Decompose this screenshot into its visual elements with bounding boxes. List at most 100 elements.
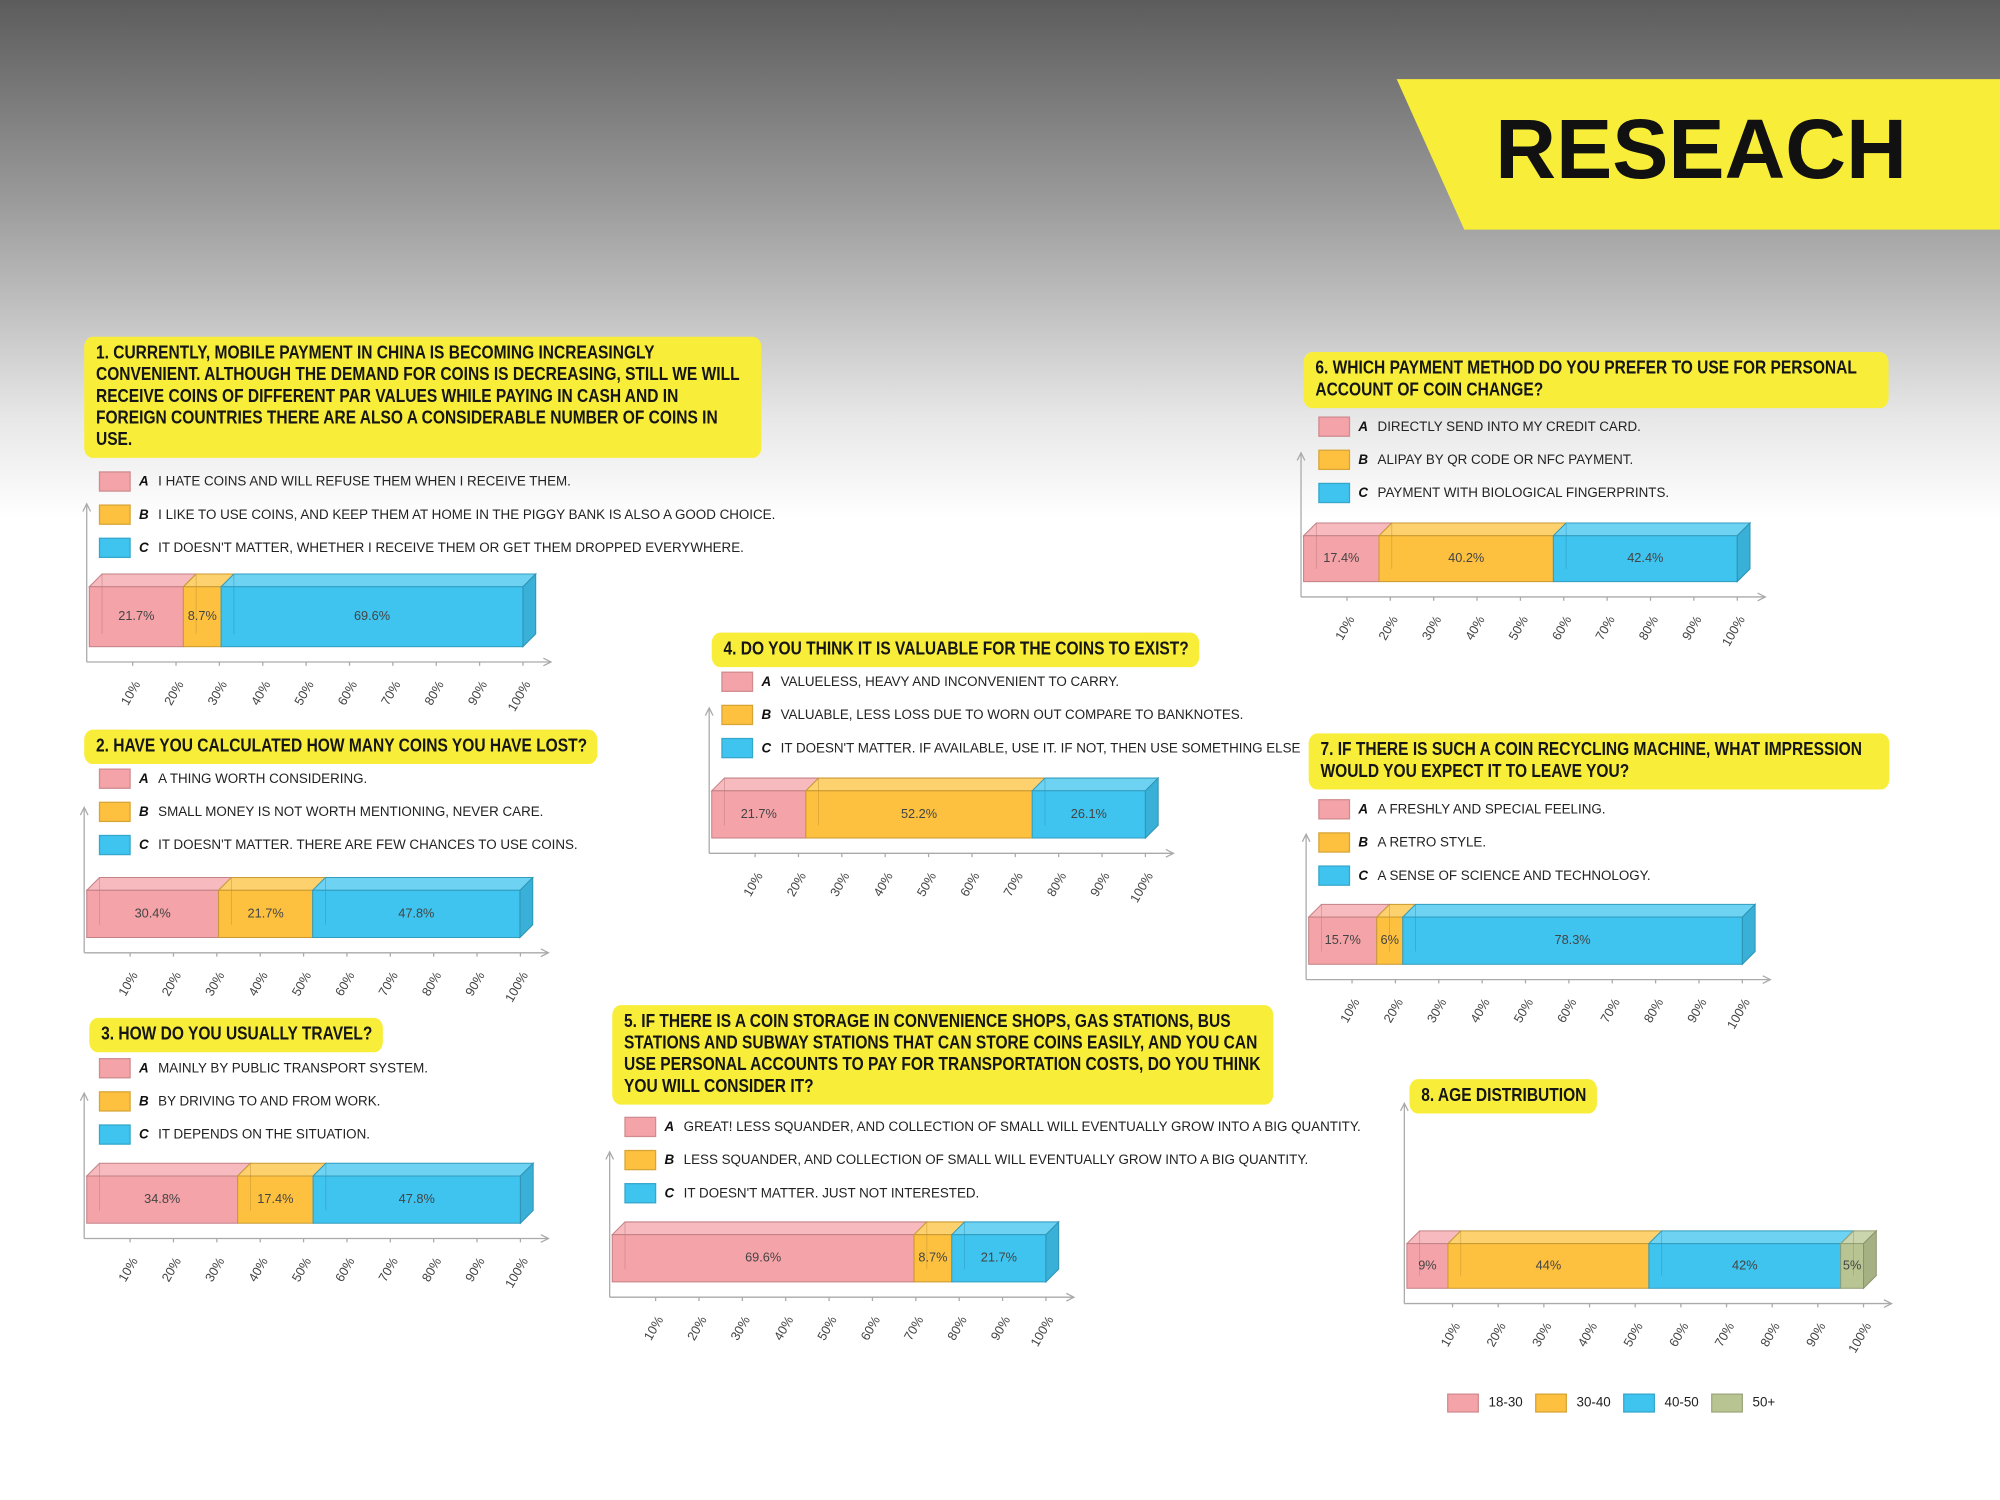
option-letter: A xyxy=(138,771,149,786)
bar-top xyxy=(1307,903,1391,918)
x-tick-label: 10% xyxy=(640,1313,666,1343)
bar-top xyxy=(1552,522,1752,537)
legend-label: 30-40 xyxy=(1577,1395,1611,1410)
value-label: 21.7% xyxy=(118,608,154,623)
x-tick-label: 70% xyxy=(375,969,401,999)
option-letter: C xyxy=(1358,868,1368,883)
bar-top xyxy=(311,877,534,891)
x-tick-label: 50% xyxy=(1510,996,1536,1026)
legend-swatch xyxy=(1623,1393,1655,1413)
bar-side xyxy=(1736,521,1751,583)
option-text: IT DOESN'T MATTER, WHETHER I RECEIVE THE… xyxy=(158,540,744,555)
option-letter: A xyxy=(138,1060,149,1075)
legend-swatch xyxy=(624,1183,657,1204)
x-tick-label: 20% xyxy=(1375,613,1401,643)
bar-top xyxy=(85,877,233,891)
value-label: 9% xyxy=(1418,1257,1436,1272)
question-title: 7. IF THERE IS SUCH A COIN RECYCLING MAC… xyxy=(1308,733,1890,790)
legend-swatch xyxy=(1318,832,1351,853)
bar-top xyxy=(1302,522,1394,537)
option-text: GREAT! LESS SQUANDER, AND COLLECTION OF … xyxy=(684,1119,1361,1134)
bar-top xyxy=(311,1162,535,1177)
value-label: 21.7% xyxy=(248,905,284,920)
x-tick-label: 70% xyxy=(901,1313,927,1343)
x-tick-label: 70% xyxy=(1711,1320,1737,1350)
x-tick-label: 70% xyxy=(1000,869,1026,899)
legend-swatch xyxy=(98,471,131,492)
x-axis-arrow xyxy=(1165,848,1175,858)
option-text: MAINLY BY PUBLIC TRANSPORT SYSTEM. xyxy=(158,1060,428,1075)
bar-side xyxy=(1863,1229,1877,1290)
bar-segment xyxy=(1402,916,1743,965)
option-letter: A xyxy=(664,1119,675,1134)
x-tick-label: 80% xyxy=(419,1255,445,1285)
x-tick-label: 60% xyxy=(1549,613,1575,643)
x-tick-label: 20% xyxy=(1380,996,1406,1026)
bar-top xyxy=(1377,522,1568,537)
x-tick-label: 100% xyxy=(1845,1320,1874,1356)
option-letter: C xyxy=(665,1185,675,1200)
x-tick-label: 100% xyxy=(1719,613,1748,649)
legend-swatch xyxy=(721,671,754,692)
x-tick-label: 100% xyxy=(1127,869,1156,905)
x-tick-label: 50% xyxy=(913,869,939,899)
x-tick-label: 10% xyxy=(1337,996,1363,1026)
option-letter: B xyxy=(139,507,149,522)
legend-swatch xyxy=(1318,865,1351,886)
bar-segment xyxy=(220,586,524,648)
x-tick-label: 50% xyxy=(814,1313,840,1343)
legend-swatch xyxy=(1318,482,1351,504)
legend-swatch xyxy=(1318,799,1351,820)
option-letter: B xyxy=(761,707,771,722)
bar-top xyxy=(236,1162,328,1177)
bar-top xyxy=(1030,777,1160,792)
option-letter: A xyxy=(1357,801,1368,816)
value-label: 17.4% xyxy=(1323,550,1359,565)
bar-segment xyxy=(1031,790,1146,839)
legend-label: 18-30 xyxy=(1489,1395,1523,1410)
option-letter: C xyxy=(139,1127,149,1142)
question-title: 6. WHICH PAYMENT METHOD DO YOU PREFER TO… xyxy=(1303,352,1889,409)
x-tick-label: 80% xyxy=(1044,869,1070,899)
question-title: 1. CURRENTLY, MOBILE PAYMENT IN CHINA IS… xyxy=(84,336,762,458)
x-tick-label: 10% xyxy=(1437,1320,1463,1350)
bar-segment xyxy=(88,586,184,648)
x-tick-label: 90% xyxy=(987,1313,1013,1343)
bar-top xyxy=(1647,1230,1855,1245)
value-label: 47.8% xyxy=(398,905,434,920)
option-letter: B xyxy=(139,804,149,819)
x-tick-label: 40% xyxy=(771,1313,797,1343)
option-letter: A xyxy=(760,674,771,689)
bar-segment xyxy=(1552,535,1738,583)
question-title: 5. IF THERE IS A COIN STORAGE IN CONVENI… xyxy=(612,1005,1273,1105)
x-tick-label: 80% xyxy=(421,678,447,708)
x-tick-label: 50% xyxy=(288,1255,314,1285)
bar-side xyxy=(519,876,534,939)
option-text: I HATE COINS AND WILL REFUSE THEM WHEN I… xyxy=(158,474,571,489)
bar-top xyxy=(1446,1230,1663,1245)
x-tick-label: 30% xyxy=(1529,1320,1555,1350)
question-title: 8. AGE DISTRIBUTION xyxy=(1409,1079,1598,1114)
legend-swatch xyxy=(721,704,754,726)
x-tick-label: 100% xyxy=(502,1255,531,1291)
value-label: 6% xyxy=(1381,932,1399,947)
option-letter: B xyxy=(1358,835,1368,850)
x-tick-label: 80% xyxy=(1640,996,1666,1026)
option-letter: B xyxy=(139,1094,149,1109)
bar-top xyxy=(611,1221,929,1236)
legend-swatch xyxy=(624,1149,657,1171)
bar-side xyxy=(1741,903,1756,966)
option-text: VALUELESS, HEAVY AND INCONVENIENT TO CAR… xyxy=(781,674,1119,689)
y-axis-arrow xyxy=(1301,832,1311,843)
option-text: VALUABLE, LESS LOSS DUE TO WORN OUT COMP… xyxy=(781,707,1244,722)
option-letter: B xyxy=(1358,452,1368,467)
bar-segment xyxy=(611,1234,915,1283)
bar-segment xyxy=(1378,535,1554,583)
x-axis-arrow xyxy=(1883,1299,1894,1308)
bar-top xyxy=(217,877,327,891)
bar-top xyxy=(85,1162,252,1177)
x-tick-label: 60% xyxy=(1666,1320,1692,1350)
